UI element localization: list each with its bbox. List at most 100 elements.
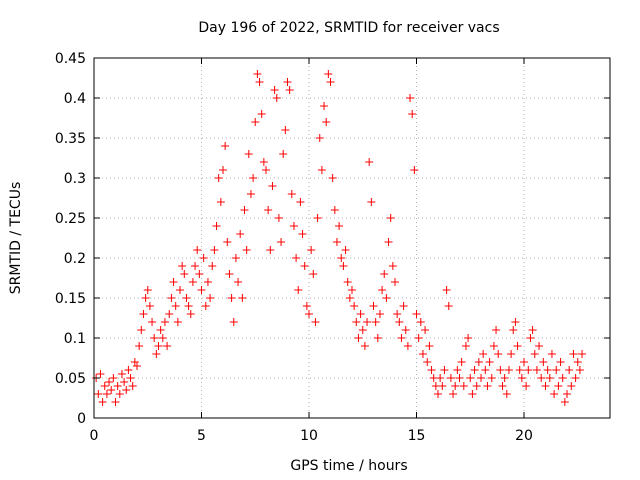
data-point	[365, 158, 374, 166]
data-point	[528, 326, 537, 334]
data-point	[221, 142, 230, 150]
y-axis-label: SRMTID / TECUs	[8, 182, 24, 295]
data-point	[229, 318, 238, 326]
data-point	[160, 318, 169, 326]
data-point	[102, 390, 111, 398]
grid-lines	[94, 58, 610, 418]
data-point	[219, 166, 227, 174]
data-point	[292, 254, 301, 262]
data-point	[479, 350, 488, 358]
data-point	[283, 78, 292, 86]
data-point	[507, 350, 516, 358]
data-point	[135, 342, 144, 350]
data-point	[571, 374, 580, 382]
data-point	[502, 390, 511, 398]
data-point	[317, 166, 326, 174]
data-point	[165, 310, 174, 318]
data-point	[386, 214, 395, 222]
data-point	[105, 378, 114, 386]
data-point	[470, 366, 479, 374]
data-point	[373, 334, 382, 342]
data-point	[513, 342, 522, 350]
data-point	[107, 386, 116, 394]
data-point	[455, 374, 464, 382]
data-point	[380, 270, 389, 278]
x-axis-ticks: 0 5 10 15 20	[90, 58, 533, 444]
data-point	[109, 374, 118, 382]
data-point	[272, 94, 281, 102]
data-point	[225, 270, 234, 278]
x-tick-label: 0	[90, 428, 99, 444]
data-point	[425, 342, 434, 350]
data-points	[92, 70, 587, 406]
data-point	[509, 326, 518, 334]
data-point	[163, 342, 172, 350]
data-point	[279, 150, 288, 158]
data-point	[296, 198, 305, 206]
data-point	[320, 102, 329, 110]
data-point	[363, 318, 372, 326]
plot-frame	[93, 57, 611, 419]
data-point	[150, 334, 159, 342]
data-point	[575, 366, 584, 374]
data-point	[141, 294, 150, 302]
data-point	[193, 246, 202, 254]
data-point	[423, 358, 432, 366]
data-point	[541, 382, 550, 390]
data-point	[96, 370, 105, 378]
data-point	[434, 390, 442, 398]
data-point	[236, 230, 245, 238]
data-point	[442, 286, 451, 294]
data-point	[270, 86, 279, 94]
data-point	[240, 206, 249, 214]
data-point	[212, 222, 221, 230]
data-point	[133, 362, 141, 370]
data-point	[145, 302, 154, 310]
data-point	[530, 350, 539, 358]
data-point	[477, 374, 485, 382]
data-point	[522, 382, 531, 390]
data-point	[483, 382, 492, 390]
data-point	[94, 390, 103, 398]
x-tick-label: 5	[197, 428, 206, 444]
data-point	[124, 366, 133, 374]
data-point	[498, 382, 507, 390]
data-point	[137, 326, 146, 334]
data-point	[298, 230, 307, 238]
data-point	[328, 174, 337, 182]
data-point	[545, 374, 554, 382]
data-point	[472, 382, 481, 390]
x-tick-label: 15	[408, 428, 426, 444]
data-point	[335, 222, 344, 230]
data-point	[324, 70, 333, 78]
data-point	[358, 326, 367, 334]
x-tick-label: 10	[300, 428, 318, 444]
data-point	[143, 286, 152, 294]
data-point	[302, 302, 311, 310]
data-point	[382, 294, 391, 302]
data-point	[294, 286, 303, 294]
data-point	[203, 278, 212, 286]
data-point	[397, 334, 406, 342]
data-point	[251, 118, 260, 126]
data-point	[305, 310, 313, 318]
data-point	[274, 214, 283, 222]
data-point	[356, 310, 365, 318]
data-point	[406, 94, 415, 102]
data-point	[427, 366, 436, 374]
data-point	[156, 326, 165, 334]
data-point	[418, 350, 427, 358]
data-point	[339, 262, 348, 270]
data-point	[332, 238, 341, 246]
data-point	[208, 262, 217, 270]
data-point	[410, 166, 419, 174]
data-point	[322, 118, 331, 126]
data-point	[255, 78, 264, 86]
data-point	[537, 374, 546, 382]
data-point	[169, 278, 178, 286]
data-point	[489, 342, 498, 350]
data-point	[500, 374, 509, 382]
data-point	[266, 246, 275, 254]
data-point	[184, 302, 193, 310]
